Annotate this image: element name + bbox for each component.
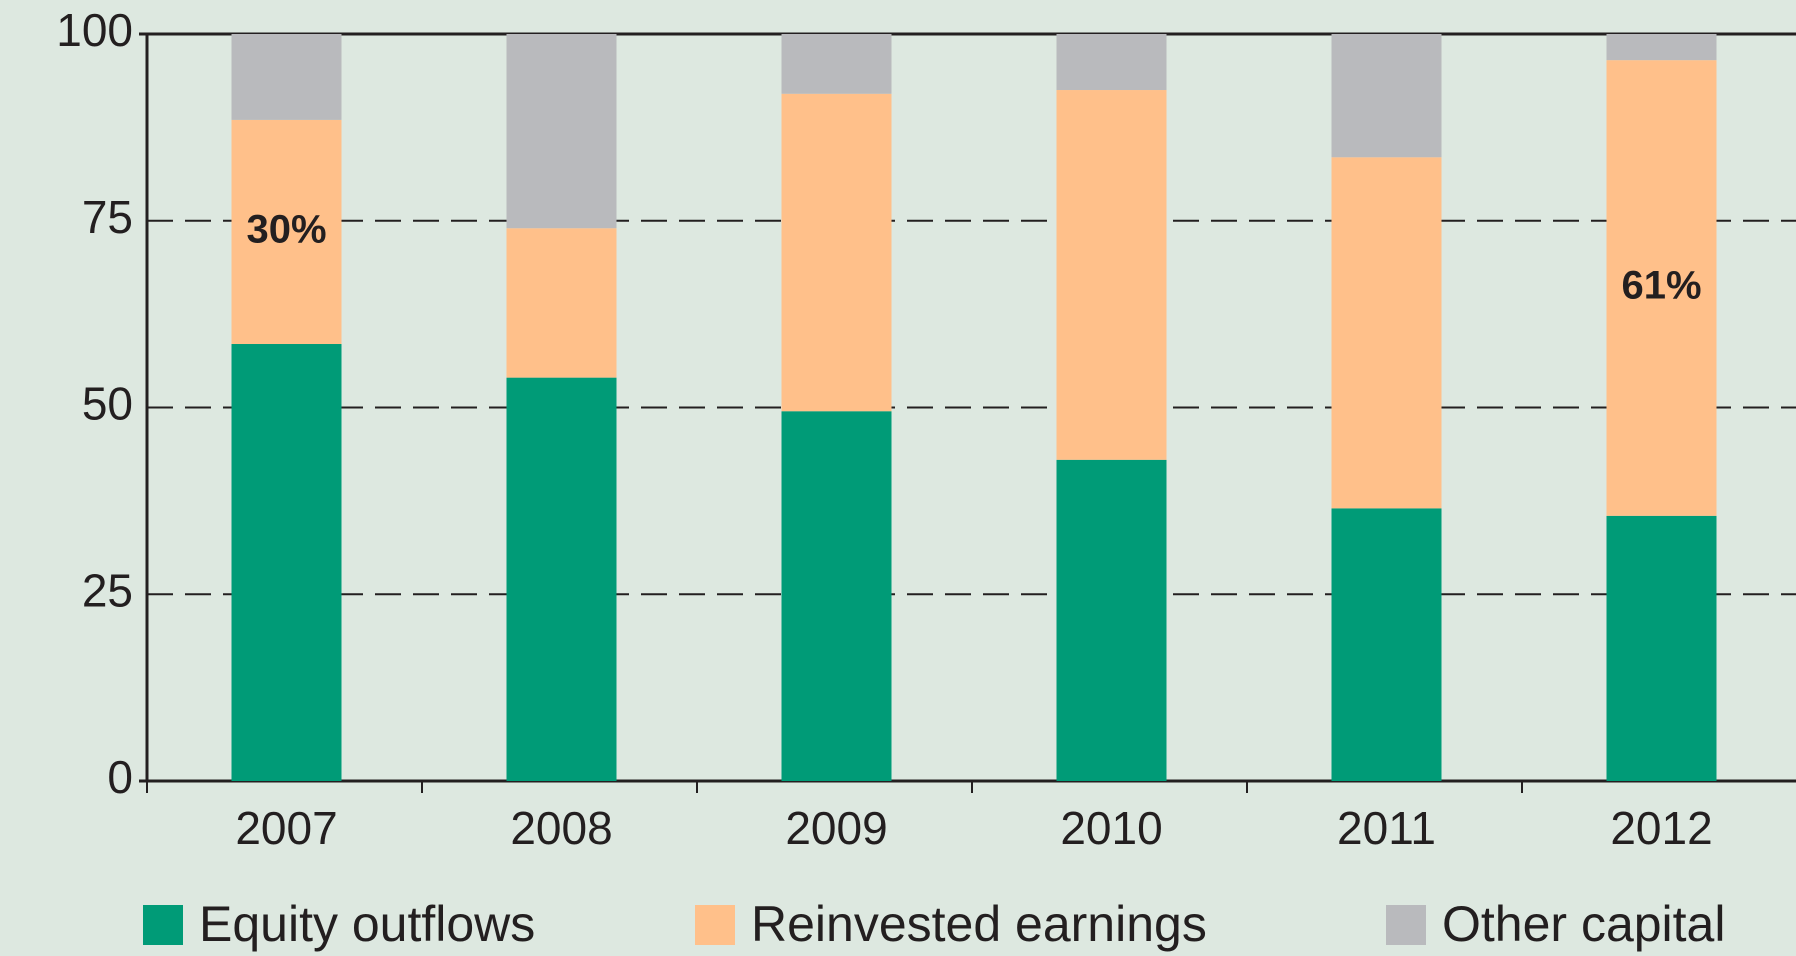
bar-segment	[1606, 515, 1717, 781]
bar-segment	[506, 377, 617, 781]
x-tick-label: 2009	[785, 802, 887, 854]
x-tick-label: 2011	[1337, 802, 1436, 854]
value-label: 30%	[246, 208, 326, 252]
bar-segment	[231, 34, 342, 120]
bar-segment	[1056, 90, 1167, 460]
legend-swatch	[143, 905, 183, 945]
bar-segment	[1331, 157, 1442, 509]
bar-segment	[231, 344, 342, 781]
x-tick-label: 2012	[1610, 802, 1712, 854]
x-tick-label: 2007	[235, 802, 337, 854]
bar-segment	[231, 119, 342, 345]
x-tick-label: 2010	[1060, 802, 1162, 854]
legend-label: Other capital	[1442, 896, 1725, 952]
y-tick-label: 100	[56, 4, 133, 56]
legend-label: Equity outflows	[199, 896, 535, 952]
y-tick-label: 75	[82, 191, 133, 243]
bar-segment	[1331, 34, 1442, 158]
bar-segment	[781, 411, 892, 781]
bar-segment	[1606, 60, 1717, 516]
legend-swatch	[695, 905, 735, 945]
bar-segment	[506, 34, 617, 229]
x-tick-label: 2008	[510, 802, 612, 854]
y-tick-label: 0	[107, 751, 133, 803]
legend-swatch	[1386, 905, 1426, 945]
bar-segment	[781, 93, 892, 412]
bar-segment	[1331, 508, 1442, 781]
bar-segment	[1056, 34, 1167, 91]
bar-segment	[1056, 459, 1167, 781]
y-tick-label: 25	[82, 564, 133, 616]
value-label: 61%	[1621, 264, 1701, 308]
bar-segment	[781, 34, 892, 94]
bar-segment	[1606, 34, 1717, 61]
bar-segment	[506, 228, 617, 378]
y-tick-label: 50	[82, 378, 133, 430]
legend-label: Reinvested earnings	[751, 896, 1207, 952]
